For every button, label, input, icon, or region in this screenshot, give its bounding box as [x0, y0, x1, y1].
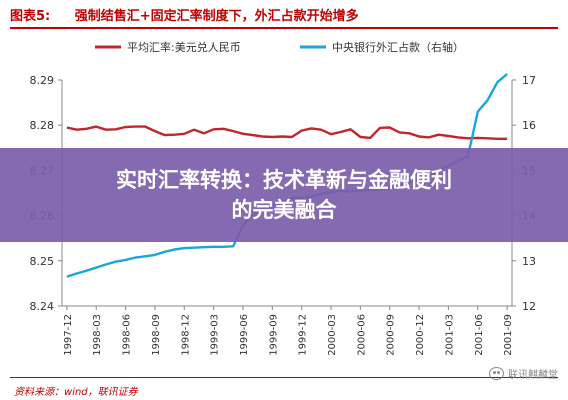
x-tick-label: 1998-06: [122, 314, 133, 356]
figure-title: 图表5: 强制结售汇+固定汇率制度下，外汇占款开始增多: [10, 5, 359, 24]
footer-divider: [10, 377, 558, 378]
x-tick-label: 1999-06: [239, 314, 250, 356]
wechat-icon: [489, 367, 504, 380]
x-tick-label: 1999-12: [298, 314, 309, 356]
x-tick-label: 2001-09: [503, 314, 514, 356]
left-tick-label: 8.25: [30, 255, 55, 268]
x-tick-label: 2000-06: [356, 314, 367, 356]
right-tick-label: 12: [522, 300, 536, 313]
banner-headline: 实时汇率转换：技术革新与金融便利 的完美融合: [14, 165, 554, 225]
x-tick-label: 2001-03: [444, 314, 455, 356]
legend-fx-reserves-label: 中央银行外汇占款（右轴）: [332, 40, 464, 54]
x-tick-label: 1999-03: [210, 314, 221, 356]
x-tick-label: 1997-12: [63, 314, 74, 356]
watermark: 联讯麒麟堂: [489, 366, 558, 381]
banner-line-2: 的完美融合: [231, 198, 337, 222]
left-tick-label: 8.29: [30, 74, 55, 87]
x-tick-label: 1998-12: [180, 314, 191, 356]
left-tick-label: 8.24: [30, 300, 55, 313]
figure-title-text: 强制结售汇+固定汇率制度下，外汇占款开始增多: [74, 9, 359, 24]
x-tick-label: 2000-09: [386, 314, 397, 356]
exchange-rate-line: [66, 125, 508, 141]
left-tick-label: 8.28: [30, 119, 55, 132]
x-tick-label: 2000-12: [415, 314, 426, 356]
x-tick-label: 1998-09: [151, 314, 162, 356]
right-tick-label: 16: [522, 119, 536, 132]
x-tick-label: 1999-09: [268, 314, 279, 356]
watermark-text: 联讯麒麟堂: [508, 370, 558, 381]
source-note: 资料来源：wind，联讯证券: [14, 387, 138, 398]
title-divider: [10, 27, 558, 29]
legend-exchange-rate-label: 平均汇率:美元兑人民币: [127, 40, 241, 54]
banner-line-1: 实时汇率转换：技术革新与金融便利: [116, 168, 452, 192]
figure-number: 图表5:: [10, 9, 51, 24]
x-tick-label: 2001-06: [474, 314, 485, 356]
overlay-banner: 实时汇率转换：技术革新与金融便利 的完美融合: [0, 148, 568, 242]
right-tick-label: 17: [522, 74, 536, 87]
x-tick-label: 2000-03: [327, 314, 338, 356]
x-tick-label: 1998-03: [92, 314, 103, 356]
right-tick-label: 13: [522, 255, 536, 268]
